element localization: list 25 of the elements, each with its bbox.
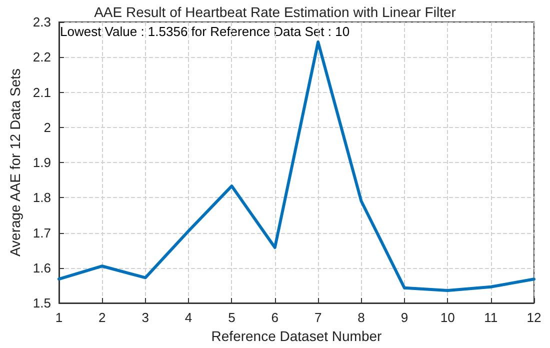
x-tick-label: 2 bbox=[98, 310, 106, 325]
y-tick-label: 2.2 bbox=[32, 50, 51, 65]
x-tick-label: 5 bbox=[228, 310, 236, 325]
y-tick-label: 1.6 bbox=[32, 260, 51, 276]
y-tick-label: 1.8 bbox=[32, 190, 51, 206]
x-tick-label: 12 bbox=[526, 310, 542, 325]
x-tick-label: 7 bbox=[314, 310, 322, 325]
x-tick-label: 8 bbox=[358, 310, 365, 325]
x-tick-label: 11 bbox=[484, 310, 498, 325]
x-tick-label: 4 bbox=[184, 310, 192, 325]
y-axis-title: Average AAE for 12 Data Sets bbox=[7, 68, 23, 257]
y-tick-label: 1.9 bbox=[32, 155, 51, 170]
y-tick-label: 2.3 bbox=[32, 14, 51, 30]
x-tick-label: 3 bbox=[142, 310, 149, 325]
x-tick-label: 10 bbox=[440, 310, 455, 325]
x-axis-title: Reference Dataset Number bbox=[211, 328, 382, 344]
y-tick-label: 1.5 bbox=[32, 296, 51, 310]
line-series bbox=[57, 40, 536, 292]
y-tick-label: 2 bbox=[44, 120, 51, 135]
y-tick-label: 2.1 bbox=[32, 84, 51, 100]
y-tick-label: 1.7 bbox=[32, 225, 51, 240]
x-tick-label: 1 bbox=[55, 310, 63, 325]
chart-title: AAE Result of Heartbeat Rate Estimation with Linear Filter bbox=[94, 4, 456, 20]
x-tick-label: 9 bbox=[400, 310, 408, 325]
x-tick-label: 6 bbox=[271, 310, 279, 325]
